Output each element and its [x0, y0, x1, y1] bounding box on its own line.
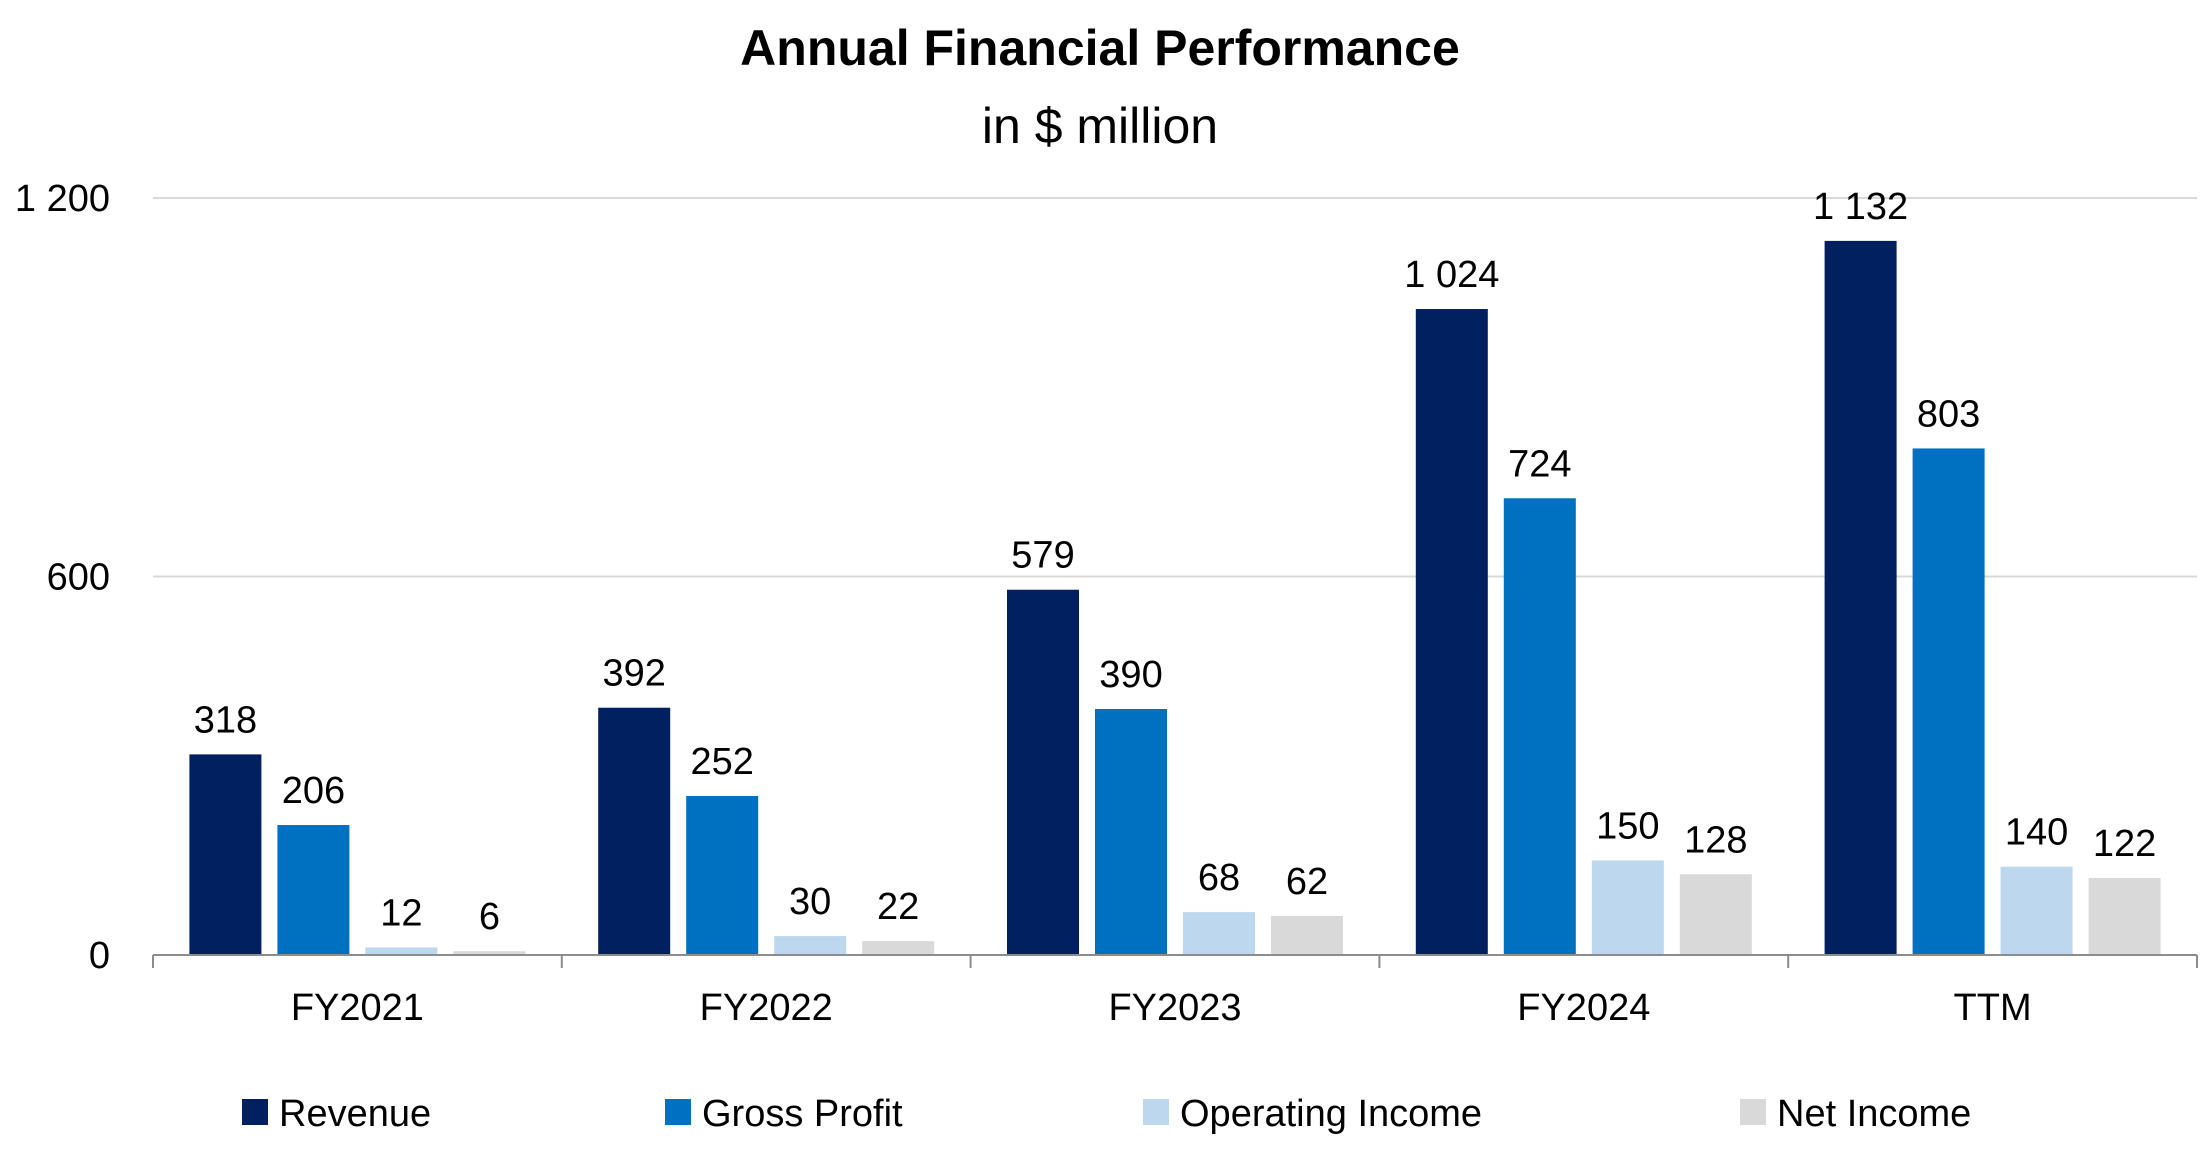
legend-swatch [1143, 1099, 1169, 1125]
chart-title: Annual Financial Performance [740, 20, 1460, 76]
legend-swatch [665, 1099, 691, 1125]
x-tick-label: FY2024 [1517, 987, 1650, 1029]
data-label: 318 [194, 699, 257, 741]
data-label: 68 [1198, 857, 1240, 899]
bar [453, 951, 526, 955]
bar [686, 796, 759, 955]
y-tick-label: 600 [47, 557, 110, 599]
legend-label: Revenue [279, 1093, 431, 1135]
x-tick-label: FY2022 [700, 987, 833, 1029]
bar [189, 754, 262, 955]
data-labels: 318 206 12 6 392 252 30 22 579 390 68 62 1 024 724 150… [194, 186, 2157, 938]
bar [1679, 874, 1752, 955]
legend-swatch [242, 1099, 268, 1125]
data-label: 206 [282, 770, 345, 812]
data-label: 390 [1099, 654, 1162, 696]
bar [1415, 309, 1488, 955]
y-tick-label: 1 200 [15, 178, 110, 220]
bar [1183, 912, 1255, 955]
legend-label: Net Income [1777, 1093, 1971, 1135]
bar [862, 941, 935, 955]
legend-label: Operating Income [1180, 1093, 1482, 1135]
bar [1007, 589, 1079, 955]
data-label: 1 024 [1404, 254, 1499, 296]
x-axis [152, 954, 2198, 968]
data-label: 1 132 [1813, 186, 1908, 228]
legend: Revenue Gross Profit Operating Income Net I… [242, 1093, 1971, 1135]
legend-label: Gross Profit [702, 1093, 903, 1135]
bar [1271, 915, 1343, 955]
chart-subtitle: in $ million [982, 98, 1218, 154]
bar [1912, 448, 1985, 955]
data-label: 22 [877, 886, 919, 928]
data-label: 122 [2093, 823, 2156, 865]
x-tick-label: FY2021 [291, 987, 424, 1029]
data-label: 12 [380, 892, 422, 934]
data-label: 30 [789, 881, 831, 923]
y-tick-label: 0 [89, 935, 110, 977]
bar [2000, 866, 2073, 955]
data-label: 6 [479, 896, 500, 938]
bar [277, 825, 350, 955]
data-label: 392 [602, 653, 665, 695]
bar [1824, 240, 1897, 955]
x-tick-label: TTM [1954, 987, 2032, 1029]
bar [365, 947, 438, 955]
bar [1503, 498, 1576, 955]
data-label: 803 [1917, 393, 1980, 435]
data-label: 128 [1684, 819, 1747, 861]
category-labels: FY2021 FY2022 FY2023 FY2024 TTM [291, 987, 2032, 1029]
bar [598, 707, 671, 955]
y-axis-ticks: 0 600 1 200 [15, 178, 110, 977]
bar [1095, 708, 1167, 955]
x-tick-label: FY2023 [1108, 987, 1241, 1029]
bar [1591, 860, 1664, 955]
bar [774, 936, 847, 955]
data-label: 724 [1508, 443, 1571, 485]
data-label: 150 [1596, 805, 1659, 847]
data-label: 252 [690, 741, 753, 783]
bar [2088, 878, 2161, 955]
data-label: 62 [1286, 861, 1328, 903]
legend-swatch [1740, 1099, 1766, 1125]
bars [189, 240, 2161, 955]
data-label: 140 [2005, 812, 2068, 854]
data-label: 579 [1011, 535, 1074, 577]
